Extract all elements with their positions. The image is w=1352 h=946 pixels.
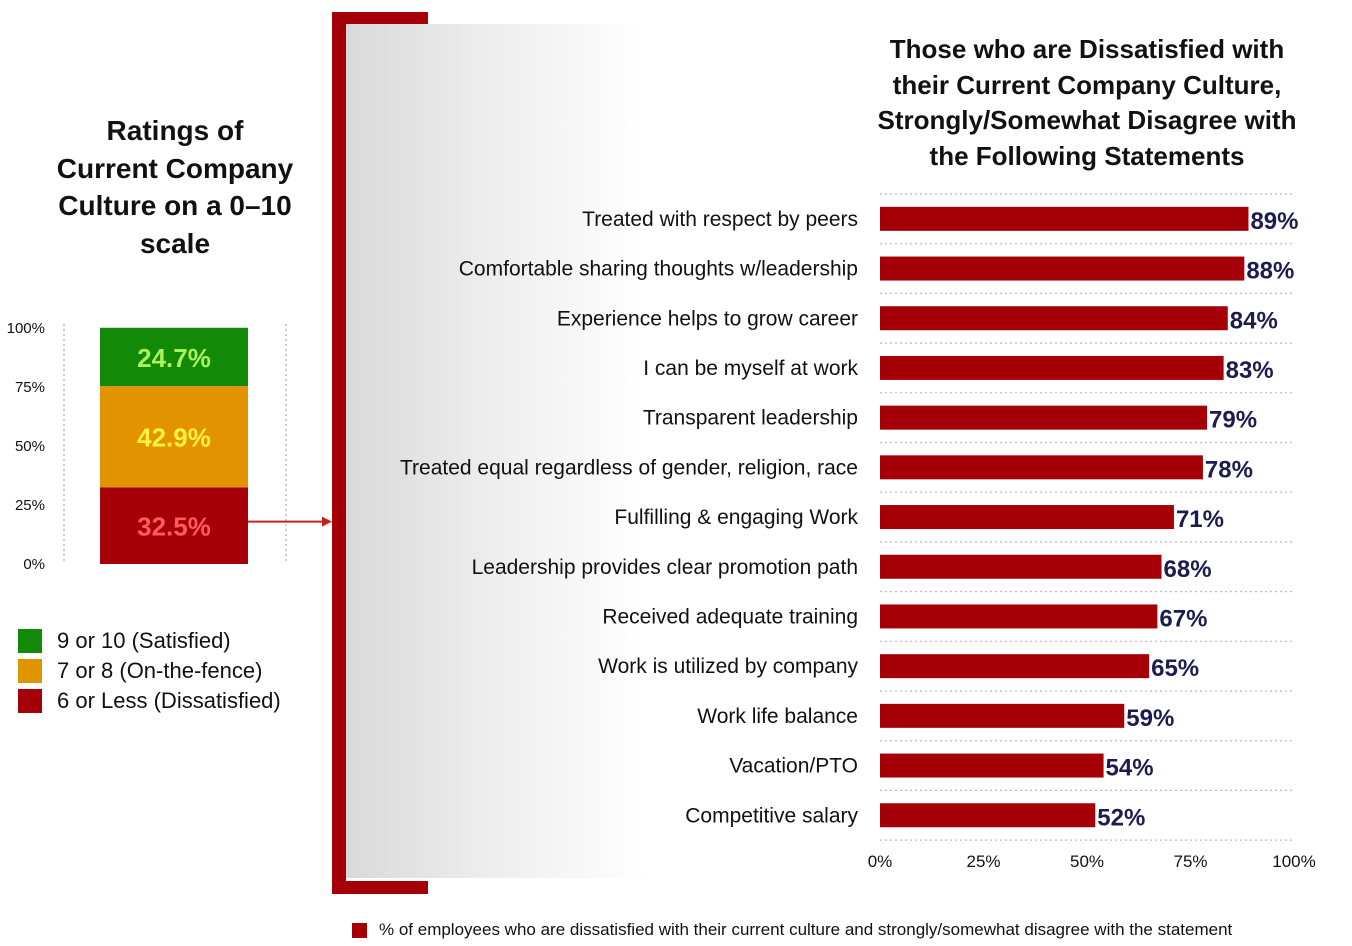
y-tick-label: 0% [23,556,45,573]
segment-value-label: 32.5% [137,512,211,542]
stacked-segment [100,386,248,488]
bracket-bottom [332,881,428,894]
bar [880,803,1096,828]
bar [880,355,1224,380]
category-label: Work life balance [697,705,858,728]
bar-value-label: 78% [1205,456,1253,483]
bar-value-label: 67% [1159,605,1207,632]
legend-item: 9 or 10 (Satisfied) [18,626,281,656]
right-chart-legend: % of employees who are dissatisfied with… [352,920,1232,940]
x-tick-label: 0% [868,852,893,871]
x-tick-label: 25% [966,852,1000,871]
category-label: Work is utilized by company [598,655,858,678]
legend-item: 7 or 8 (On-the-fence) [18,656,281,686]
category-label: I can be myself at work [643,357,858,380]
legend-label: % of employees who are dissatisfied with… [379,920,1233,939]
y-tick-label: 25% [15,497,45,514]
bar-value-label: 68% [1164,556,1212,583]
category-label: Received adequate training [602,605,858,628]
bar-value-label: 83% [1226,357,1274,384]
bracket-background [346,24,646,878]
y-tick-label: 100% [7,320,45,337]
category-label: Leadership provides clear promotion path [472,556,858,579]
bar-value-label: 84% [1230,307,1278,334]
segment-value-label: 24.7% [137,343,211,373]
segment-value-label: 42.9% [137,423,211,453]
y-tick-label: 75% [15,379,45,396]
category-label: Fulfilling & engaging Work [614,506,858,529]
bar-value-label: 65% [1151,655,1199,682]
category-label: Treated with respect by peers [582,208,858,231]
bar [880,554,1162,579]
category-label: Experience helps to grow career [557,307,858,330]
bar [880,455,1203,480]
bracket-top [332,12,428,24]
bar [880,604,1158,629]
left-chart-legend: 9 or 10 (Satisfied) 7 or 8 (On-the-fence)… [18,626,281,716]
category-label: Transparent leadership [643,407,858,430]
bar [880,753,1104,778]
legend-label: 9 or 10 (Satisfied) [57,628,231,653]
right-chart-title: Those who are Dissatisfied with their Cu… [877,34,1297,171]
legend-swatch [18,629,42,653]
category-label: Competitive salary [685,804,858,827]
x-tick-label: 50% [1070,852,1104,871]
bar [880,206,1249,231]
legend-swatch [352,922,367,938]
legend-label: 7 or 8 (On-the-fence) [57,658,263,683]
y-tick-label: 50% [15,438,45,455]
bar-value-label: 79% [1209,407,1257,434]
x-tick-label: 100% [1272,852,1315,871]
stacked-segment [100,327,248,387]
bar [880,703,1125,728]
left-chart-title: Ratings of Current Company Culture on a … [56,115,294,259]
category-label: Comfortable sharing thoughts w/leadershi… [459,258,858,281]
x-tick-label: 75% [1173,852,1207,871]
connector-arrow-head [322,516,332,527]
category-label: Treated equal regardless of gender, reli… [400,456,858,479]
legend-item: 6 or Less (Dissatisfied) [18,686,281,716]
category-label: Vacation/PTO [729,755,858,778]
bar [880,306,1228,331]
bar [880,654,1150,679]
bar [880,256,1245,281]
bar-value-label: 71% [1176,506,1224,533]
legend-swatch [18,659,42,683]
bracket-vertical [332,12,346,894]
stacked-segment [100,487,248,564]
bar-value-label: 88% [1246,258,1294,285]
bar [880,405,1208,430]
legend-swatch [18,689,42,713]
bar-value-label: 52% [1097,804,1145,831]
bar [880,505,1174,530]
legend-label: 6 or Less (Dissatisfied) [57,688,281,713]
bar-value-label: 54% [1106,755,1154,782]
bar-value-label: 89% [1250,208,1298,235]
bar-value-label: 59% [1126,705,1174,732]
